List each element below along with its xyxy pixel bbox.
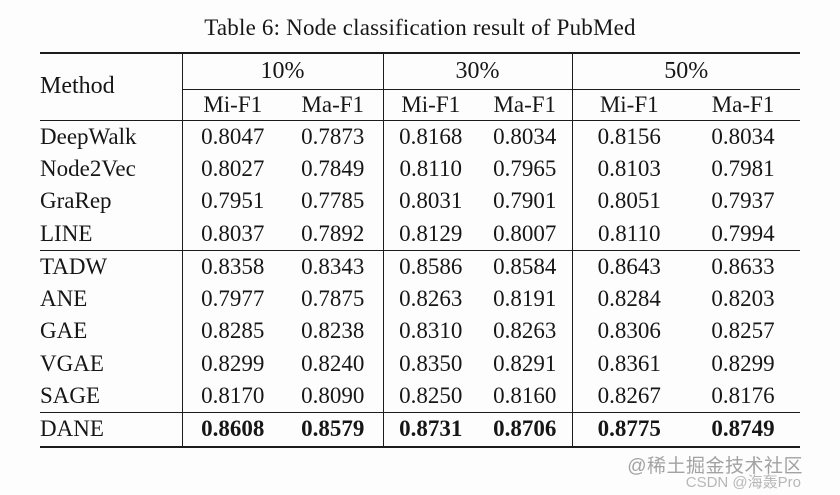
column-group-50pct: 50% (571, 52, 800, 90)
results-table: Method 10% 30% 50% Mi-F1 Ma-F1 Mi-F1 Ma-F1 M… (40, 52, 800, 448)
value-cell: 0.8027 (181, 152, 283, 185)
value-cell: 0.7977 (181, 282, 283, 315)
value-cell: 0.7849 (301, 155, 365, 181)
value-cell: 0.8284 (571, 282, 686, 315)
value-cell: 0.8031 (382, 185, 478, 218)
value-cell: 0.8156 (571, 120, 686, 153)
table-row: Node2Vec 0.8027 0.7849 0.8110 0.7965 0.8103 0.… (40, 152, 800, 185)
value-cell: 0.8267 (571, 380, 686, 413)
table-caption: Table 6: Node classification result of P… (204, 15, 636, 40)
value-cell: 0.8584 (478, 249, 572, 283)
table-row: GAE 0.8285 0.8238 0.8310 0.8263 0.8306 0.8257 (40, 315, 800, 348)
value-cell: 0.8238 (301, 318, 365, 344)
value-cell: 0.8586 (382, 249, 478, 283)
value-cell: 0.8240 (301, 350, 365, 376)
method-cell: ANE (40, 285, 88, 311)
value-cell: 0.8291 (493, 350, 557, 376)
value-cell: 0.8051 (571, 185, 686, 218)
value-cell: 0.8110 (571, 217, 686, 250)
method-cell: GAE (40, 318, 88, 344)
value-cell: 0.8310 (382, 315, 478, 348)
value-cell: 0.7981 (711, 155, 775, 181)
table-row: ANE 0.7977 0.7875 0.8263 0.8191 0.8284 0.8203 (40, 282, 800, 315)
method-cell: VGAE (40, 350, 104, 376)
value-cell: 0.8168 (382, 120, 478, 153)
value-cell: 0.8608 (181, 412, 283, 448)
value-cell: 0.8250 (382, 380, 478, 413)
value-cell: 0.8306 (571, 315, 686, 348)
column-group-10pct: 10% (181, 52, 383, 90)
value-cell: 0.8176 (711, 383, 775, 408)
value-cell: 0.8350 (382, 347, 478, 380)
value-cell: 0.8263 (382, 282, 478, 315)
group-header-row: Method 10% 30% 50% (40, 52, 800, 121)
table-header: Method 10% 30% 50% Mi-F1 Ma-F1 Mi-F1 Ma-F1 M… (40, 52, 800, 121)
value-cell: 0.8103 (571, 152, 686, 185)
value-cell: 0.8129 (382, 217, 478, 250)
value-cell: 0.7875 (301, 285, 365, 311)
value-cell: 0.8170 (181, 380, 283, 413)
value-cell: 0.7965 (493, 155, 557, 181)
table-row: LINE 0.8037 0.7892 0.8129 0.8007 0.8110 0.7994 (40, 217, 800, 250)
table-row: SAGE 0.8170 0.8090 0.8250 0.8160 0.8267 0.8176 (40, 380, 800, 413)
value-cell: 0.8285 (181, 315, 283, 348)
value-cell: 0.8706 (478, 412, 572, 448)
value-cell: 0.8731 (382, 412, 478, 448)
value-cell: 0.8047 (181, 120, 283, 153)
value-cell: 0.8090 (301, 383, 365, 408)
value-cell: 0.8257 (711, 318, 775, 344)
value-cell: 0.8034 (711, 123, 775, 149)
table-row: GraRep 0.7951 0.7785 0.8031 0.7901 0.8051 0.79… (40, 185, 800, 218)
column-subheader-mif1: Mi-F1 (571, 89, 686, 121)
method-cell: SAGE (40, 383, 101, 408)
watermark-juejin: @稀土掘金技术社区 (627, 456, 803, 477)
value-cell: 0.8299 (711, 350, 775, 376)
value-cell: 0.8358 (181, 249, 283, 283)
method-cell: DANE (40, 412, 182, 448)
value-cell: 0.8037 (181, 217, 283, 250)
value-cell: 0.8263 (493, 318, 557, 344)
value-cell: 0.8643 (571, 249, 686, 283)
table-row: DANE 0.8608 0.8579 0.8731 0.8706 0.8775 0.8749 (40, 412, 800, 448)
value-cell: 0.8775 (571, 412, 686, 448)
value-cell: 0.8007 (493, 220, 557, 246)
watermark-csdn: CSDN @海轰Pro (685, 474, 801, 491)
column-subheader-maf1: Ma-F1 (283, 89, 383, 121)
value-cell: 0.8579 (283, 412, 383, 448)
value-cell: 0.7937 (711, 188, 775, 214)
value-cell: 0.7901 (493, 188, 557, 214)
table-body: DeepWalk 0.8047 0.7873 0.8168 0.8034 0.8156 0.… (40, 120, 800, 448)
value-cell: 0.8343 (283, 249, 383, 283)
value-cell: 0.8034 (493, 123, 557, 149)
table-row: DeepWalk 0.8047 0.7873 0.8168 0.8034 0.8156 0.… (40, 120, 800, 153)
value-cell: 0.7785 (301, 188, 365, 214)
value-cell: 0.7873 (301, 123, 365, 149)
value-cell: 0.8110 (382, 152, 478, 185)
table-row: VGAE 0.8299 0.8240 0.8350 0.8291 0.8361 0.8299 (40, 347, 800, 380)
column-subheader-maf1: Ma-F1 (686, 89, 800, 121)
method-cell: GraRep (40, 188, 112, 214)
method-cell: TADW (40, 249, 182, 283)
column-group-30pct: 30% (382, 52, 572, 90)
value-cell: 0.8299 (181, 347, 283, 380)
column-subheader-maf1: Ma-F1 (478, 89, 572, 121)
value-cell: 0.7951 (181, 185, 283, 218)
value-cell: 0.8633 (686, 249, 800, 283)
method-cell: DeepWalk (40, 123, 137, 149)
value-cell: 0.7892 (301, 220, 365, 246)
value-cell: 0.7994 (711, 220, 775, 246)
method-cell: Node2Vec (40, 155, 136, 181)
column-header-method: Method (40, 52, 182, 121)
column-subheader-mif1: Mi-F1 (181, 89, 283, 121)
table-row: TADW 0.8358 0.8343 0.8586 0.8584 0.8643 0.8633 (40, 249, 800, 283)
column-subheader-mif1: Mi-F1 (382, 89, 478, 121)
method-cell: LINE (40, 220, 93, 246)
value-cell: 0.8191 (493, 285, 557, 311)
value-cell: 0.8203 (711, 285, 775, 311)
value-cell: 0.8749 (686, 412, 800, 448)
value-cell: 0.8361 (571, 347, 686, 380)
value-cell: 0.8160 (493, 383, 557, 408)
subheader-row: Mi-F1 Ma-F1 Mi-F1 Ma-F1 Mi-F1 Ma-F1 (40, 89, 800, 121)
